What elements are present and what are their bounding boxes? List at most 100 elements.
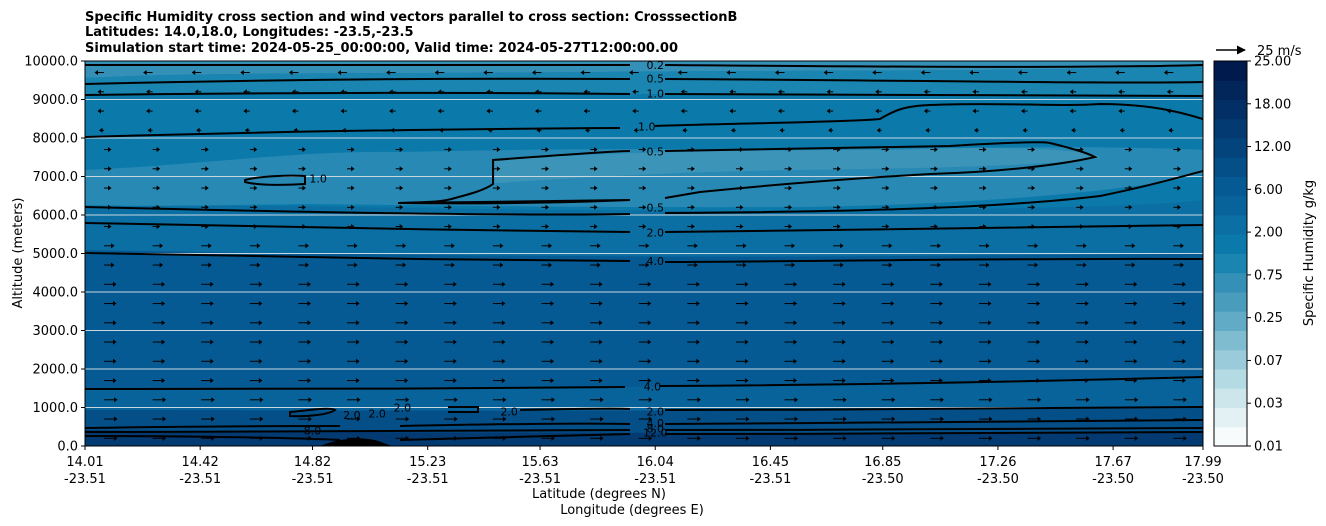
wind-vector bbox=[1027, 185, 1036, 191]
wind-vector bbox=[1168, 127, 1174, 133]
wind-vector bbox=[152, 397, 167, 403]
wind-vector bbox=[833, 281, 846, 287]
x-axis-label-latitude: Latitude (degrees N) bbox=[532, 487, 666, 502]
colorbar: 0.01 0.03 0.07 0.25 0.75 2.00 6.00 12.00 18.00 25… bbox=[1214, 55, 1291, 455]
wind-vector bbox=[152, 377, 166, 384]
wind-vector bbox=[152, 358, 166, 364]
wind-vector bbox=[687, 358, 700, 364]
wind-vector bbox=[1076, 146, 1084, 153]
x-tick-label-lat: 16.04 bbox=[637, 455, 674, 470]
contour-line-0.5-upper bbox=[85, 77, 1203, 85]
wind-vector bbox=[104, 358, 117, 364]
wind-vector bbox=[541, 377, 554, 384]
x-tick-label-lat: 15.63 bbox=[521, 455, 558, 470]
wind-vector bbox=[1124, 416, 1139, 422]
contour-line-1.0-upper bbox=[85, 91, 1203, 97]
contour-line-0.5-dry bbox=[397, 141, 1098, 205]
contour-line-8.0 bbox=[85, 427, 1203, 433]
wind-vector bbox=[347, 243, 358, 249]
wind-vector bbox=[1018, 69, 1028, 76]
wind-vector bbox=[347, 358, 360, 364]
x-tick-label-lon: -23.51 bbox=[407, 472, 449, 487]
wind-vector bbox=[249, 416, 264, 422]
wind-vector bbox=[104, 204, 112, 210]
wind-vector bbox=[784, 166, 793, 172]
x-tick-label-lat: 15.23 bbox=[409, 455, 446, 470]
contour-label: 8.0 bbox=[304, 425, 322, 438]
wind-vector bbox=[735, 320, 749, 326]
wind-vector bbox=[930, 262, 941, 268]
wind-vector bbox=[775, 69, 785, 76]
x-tick-label-lon: -23.50 bbox=[862, 472, 904, 487]
wind-vector bbox=[444, 300, 457, 307]
wind-vector bbox=[249, 204, 258, 210]
colorbar-segment bbox=[1214, 330, 1247, 351]
wind-vector bbox=[1173, 397, 1187, 403]
wind-vector bbox=[347, 397, 361, 403]
wind-vector bbox=[444, 146, 452, 153]
contour-label: 2.0 bbox=[394, 402, 412, 415]
wind-vector bbox=[978, 320, 992, 326]
wind-vector bbox=[104, 435, 118, 441]
wind-vector bbox=[395, 416, 410, 422]
wind-vector bbox=[638, 339, 652, 345]
wind-vector bbox=[784, 358, 798, 364]
wind-vector bbox=[249, 243, 261, 249]
wind-vector bbox=[298, 166, 306, 172]
wind-vector bbox=[104, 300, 117, 307]
wind-vector bbox=[881, 397, 896, 403]
wind-vector bbox=[1069, 108, 1077, 114]
wind-vector bbox=[735, 435, 750, 441]
wind-vector bbox=[146, 89, 153, 95]
wind-vector bbox=[249, 300, 263, 307]
contour-label: 0.5 bbox=[646, 201, 664, 214]
wind-vector bbox=[638, 146, 647, 153]
wind-vector bbox=[340, 108, 348, 114]
wind-vector bbox=[444, 204, 452, 210]
wind-vector bbox=[342, 127, 348, 133]
wind-vector bbox=[978, 300, 992, 307]
wind-vector bbox=[395, 262, 407, 268]
colorbar-segment bbox=[1214, 272, 1247, 293]
wind-vector bbox=[784, 397, 799, 403]
wind-vector bbox=[687, 204, 695, 210]
wind-vector bbox=[541, 281, 554, 287]
wind-vector bbox=[201, 204, 209, 210]
contour-label: 4.0 bbox=[646, 255, 664, 268]
wind-vector bbox=[638, 262, 650, 268]
wind-vector bbox=[492, 320, 506, 326]
y-axis-label: Altitude (meters) bbox=[11, 198, 26, 309]
wind-vector bbox=[347, 416, 361, 422]
wind-vector bbox=[347, 320, 360, 326]
contour-label: 0.2 bbox=[646, 59, 664, 72]
plot-area: 0.20.51.01.00.50.52.04.01.04.02.04.08.01… bbox=[85, 59, 1203, 446]
wind-vector bbox=[784, 416, 799, 422]
wind-vector bbox=[541, 397, 555, 403]
wind-vector bbox=[978, 281, 992, 287]
colorbar-tick-label: 6.00 bbox=[1254, 183, 1283, 198]
wind-vector bbox=[1173, 185, 1181, 191]
x-tick-label-lon: -23.50 bbox=[1182, 472, 1224, 487]
wind-vector bbox=[1124, 300, 1138, 307]
wind-vector bbox=[735, 185, 744, 191]
wind-vector bbox=[1076, 339, 1089, 345]
contour-line-0.5-mid bbox=[85, 170, 1203, 216]
wind-vector bbox=[104, 281, 117, 287]
wind-vector bbox=[833, 320, 846, 326]
wind-vector bbox=[881, 358, 895, 364]
wind-vector bbox=[638, 416, 653, 422]
wind-vector bbox=[680, 89, 688, 95]
x-tick-label-lon: -23.51 bbox=[519, 472, 561, 487]
wind-vector bbox=[784, 185, 793, 191]
contour-label: 0.5 bbox=[646, 145, 664, 158]
wind-vector bbox=[1173, 358, 1186, 364]
x-tick-label-lon: -23.51 bbox=[634, 472, 676, 487]
wind-vector bbox=[1076, 204, 1084, 210]
wind-vector bbox=[823, 69, 834, 76]
chart-title-line-2: Latitudes: 14.0,18.0, Longitudes: -23.5,… bbox=[85, 25, 414, 40]
wind-vector bbox=[492, 204, 501, 210]
wind-vector bbox=[881, 185, 890, 191]
wind-vector bbox=[152, 281, 166, 287]
contour-lines bbox=[85, 63, 1203, 441]
wind-vector bbox=[249, 339, 263, 345]
